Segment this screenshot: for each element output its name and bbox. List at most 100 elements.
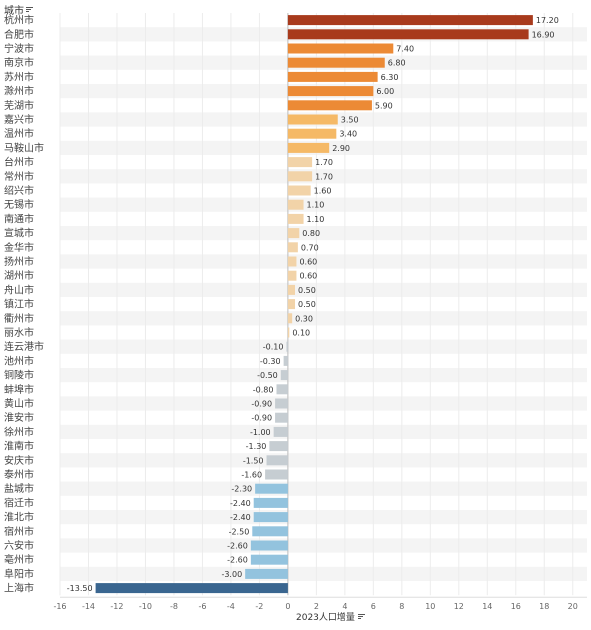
row-band — [60, 197, 587, 212]
x-axis-title: 2023人口增量 — [296, 613, 355, 623]
category-label: 六安市 — [4, 539, 34, 552]
bar — [276, 384, 288, 395]
category-label: 扬州市 — [4, 255, 34, 268]
bar — [287, 270, 297, 281]
category-label: 宣城市 — [4, 227, 34, 240]
value-label: -0.90 — [251, 400, 272, 409]
bar — [287, 86, 374, 97]
x-tick-label: -10 — [139, 602, 152, 611]
row-band — [60, 453, 587, 468]
value-label: 6.30 — [381, 73, 399, 82]
category-label: 衢州市 — [4, 312, 34, 325]
row-band — [60, 538, 587, 553]
x-tick-label: 14 — [482, 602, 492, 611]
bar — [275, 398, 288, 409]
x-tick-label: 2 — [314, 602, 319, 611]
category-label: 黄山市 — [4, 397, 34, 410]
value-label: 3.40 — [339, 130, 357, 139]
bar — [250, 540, 288, 551]
category-label: 杭州市 — [4, 14, 34, 27]
bar — [287, 157, 313, 168]
value-label: 17.20 — [536, 16, 559, 25]
bar — [265, 469, 288, 480]
value-label: -2.40 — [230, 513, 251, 522]
x-tick-label: 20 — [568, 602, 578, 611]
value-label: 6.80 — [388, 59, 406, 68]
row-band — [60, 481, 587, 496]
category-label: 常州市 — [4, 170, 34, 183]
category-label: 丽水市 — [4, 326, 34, 339]
bar — [255, 483, 288, 494]
bar — [287, 299, 296, 310]
value-label: 0.60 — [299, 272, 317, 281]
value-label: -0.50 — [257, 371, 278, 380]
x-tick-label: -14 — [82, 602, 95, 611]
value-label: -0.30 — [260, 357, 281, 366]
bar — [273, 426, 288, 437]
value-label: 0.80 — [302, 229, 320, 238]
category-label: 南通市 — [4, 212, 34, 225]
bar — [287, 142, 330, 153]
value-label: -0.90 — [251, 414, 272, 423]
bar — [287, 43, 394, 54]
bar — [269, 441, 288, 452]
row-band — [60, 226, 587, 241]
bar — [283, 355, 288, 366]
value-label: 3.50 — [341, 116, 359, 125]
bar — [287, 15, 533, 26]
category-label: 温州市 — [4, 127, 34, 140]
value-label: -2.30 — [231, 485, 252, 494]
category-label: 苏州市 — [4, 70, 34, 83]
bar — [287, 242, 298, 253]
x-tick-label: 12 — [454, 602, 464, 611]
category-label: 湖州市 — [4, 269, 34, 282]
value-label: 5.90 — [375, 101, 393, 110]
header-title: 城市 — [4, 6, 24, 17]
x-tick-label: -2 — [255, 602, 263, 611]
x-tick-label: 4 — [342, 602, 347, 611]
bar — [287, 71, 378, 82]
sort-icon[interactable] — [26, 6, 33, 13]
value-label: -2.40 — [230, 499, 251, 508]
category-label: 上海市 — [4, 582, 34, 595]
value-label: 1.60 — [314, 187, 332, 196]
value-label: 0.30 — [295, 314, 313, 323]
bar — [287, 57, 385, 68]
value-label: -3.00 — [221, 570, 242, 579]
bar — [287, 171, 313, 182]
category-label: 芜湖市 — [4, 99, 34, 112]
bar — [95, 583, 288, 594]
category-label: 无锡市 — [4, 198, 34, 211]
column-header[interactable]: 城市 — [4, 2, 33, 17]
bar — [286, 341, 288, 352]
bar — [287, 128, 337, 139]
value-label: 1.70 — [315, 172, 333, 181]
value-label: -1.30 — [246, 442, 267, 451]
x-tick-label: -6 — [198, 602, 206, 611]
x-tick-label: -16 — [53, 602, 66, 611]
category-label: 宿迁市 — [4, 496, 34, 509]
value-label: 6.00 — [376, 87, 394, 96]
value-label: 1.70 — [315, 158, 333, 167]
value-label: -13.50 — [67, 584, 93, 593]
category-label: 蚌埠市 — [4, 383, 34, 396]
category-label: 绍兴市 — [4, 184, 34, 197]
sort-icon[interactable] — [357, 613, 365, 620]
x-tick-label: 16 — [511, 602, 521, 611]
x-tick-label: 8 — [399, 602, 404, 611]
value-label: 0.60 — [299, 258, 317, 267]
bar — [253, 497, 288, 508]
x-tick-label: -12 — [110, 602, 123, 611]
row-band — [60, 254, 587, 269]
row-band — [60, 282, 587, 297]
value-label: 0.70 — [301, 243, 319, 252]
category-label: 宁波市 — [4, 42, 34, 55]
row-band — [60, 311, 587, 326]
bar — [287, 100, 372, 111]
value-label: 1.10 — [307, 215, 325, 224]
bar — [245, 568, 288, 579]
row-band — [60, 510, 587, 525]
value-label: -2.60 — [227, 556, 248, 565]
bar — [253, 512, 288, 523]
value-label: 7.40 — [396, 45, 414, 54]
